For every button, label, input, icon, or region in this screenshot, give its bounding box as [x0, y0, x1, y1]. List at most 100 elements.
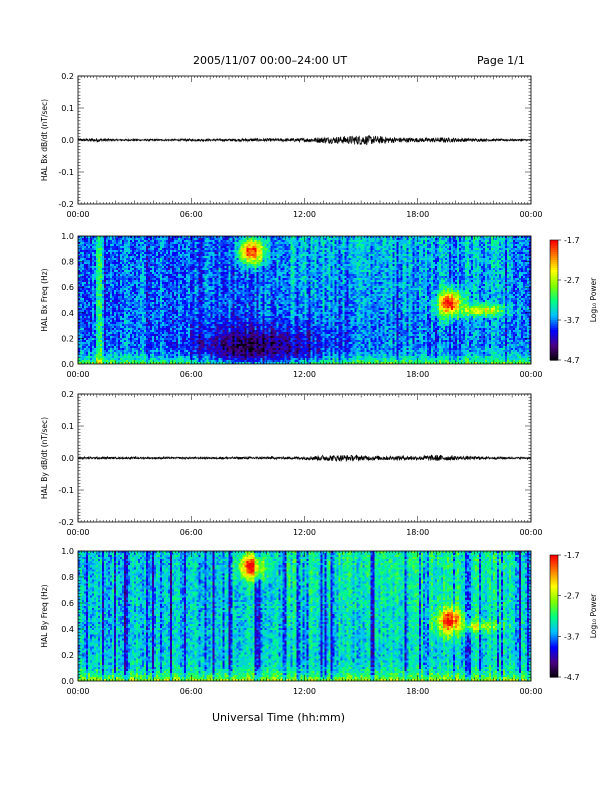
x-axis: 00:00 06:00 12:00 18:00 00:00 — [66, 394, 543, 537]
colorbar-swatch — [550, 340, 558, 343]
panel-3: 00:00 06:00 12:00 18:00 00:00 0.2 0.1 0.0 -0.1 -0… — [40, 390, 543, 537]
colorbar-swatch — [550, 569, 558, 572]
colorbar-swatch — [550, 244, 558, 247]
x-tick-label: 00:00 — [66, 687, 89, 696]
colorbar-tick-label: -1.7 — [564, 236, 580, 245]
x-axis-label: Universal Time (hh:mm) — [212, 711, 345, 724]
colorbar-swatch — [550, 624, 558, 627]
y-tick-label: 0.8 — [61, 573, 74, 582]
y-axis-label: HAL Bx dB/dt (nT/sec) — [40, 99, 49, 181]
colorbar-swatch — [550, 672, 558, 676]
colorbar-swatch — [550, 601, 558, 605]
colorbar-tick-label: -2.7 — [564, 276, 580, 285]
y-axis: 1.0 0.8 0.6 0.4 0.2 0.0 — [61, 232, 531, 369]
x-tick-label: 00:00 — [519, 210, 542, 219]
colorbar-swatch — [550, 240, 558, 243]
colorbar-tick-label: -1.7 — [564, 551, 580, 560]
colorbar-swatch — [550, 320, 558, 323]
colorbar-tick-label: -3.7 — [564, 632, 580, 641]
x-tick-label: 00:00 — [66, 210, 89, 219]
colorbar-swatch — [550, 246, 558, 249]
colorbar-swatch — [550, 268, 558, 271]
colorbar-swatch — [550, 302, 558, 305]
x-tick-label: 00:00 — [519, 687, 542, 696]
colorbar-swatch — [550, 248, 558, 251]
y-axis-label: HAL By dB/dt (nT/sec) — [40, 417, 49, 499]
colorbar-tick-label: -4.7 — [564, 356, 580, 365]
colorbar-swatch — [550, 646, 558, 650]
colorbar-swatch — [550, 278, 558, 281]
x-tick-label: 06:00 — [180, 210, 203, 219]
panel-2: -1.7 -2.7 -3.7 -4.7 Log₁₀ Power 00:00 06:00 12:… — [40, 232, 598, 379]
colorbar-swatch — [550, 662, 558, 666]
colorbar-swatch — [550, 622, 558, 625]
colorbar-tick-label: -2.7 — [564, 592, 580, 601]
series-line — [77, 135, 532, 146]
colorbar-swatch — [550, 316, 558, 319]
colorbar-swatch — [550, 587, 558, 591]
x-tick-label: 12:00 — [293, 687, 316, 696]
x-tick-label: 18:00 — [406, 528, 429, 537]
colorbar-swatch — [550, 640, 558, 644]
x-tick-label: 00:00 — [519, 528, 542, 537]
y-tick-label: 0.1 — [61, 422, 74, 431]
colorbar-swatch — [550, 660, 558, 664]
colorbar-swatch — [550, 605, 558, 609]
colorbar-swatch — [550, 324, 558, 327]
x-tick-label: 18:00 — [406, 210, 429, 219]
colorbar-swatch — [550, 630, 558, 633]
x-tick-label: 06:00 — [180, 528, 203, 537]
y-tick-label: 1.0 — [61, 547, 74, 556]
colorbar-swatch — [550, 567, 558, 570]
x-tick-label: 00:00 — [66, 370, 89, 379]
x-axis: 00:00 06:00 12:00 18:00 00:00 — [66, 551, 543, 696]
colorbar-swatch — [550, 338, 558, 341]
colorbar-swatch — [550, 270, 558, 273]
colorbar-swatch — [550, 336, 558, 339]
colorbar-swatch — [550, 350, 558, 353]
colorbar-swatch — [550, 258, 558, 261]
y-tick-label: -0.2 — [58, 518, 74, 527]
y-axis: 1.0 0.8 0.6 0.4 0.2 0.0 — [61, 547, 531, 686]
y-tick-label: 0.2 — [61, 72, 74, 81]
colorbar-swatch — [550, 272, 558, 275]
colorbar-swatch — [550, 648, 558, 652]
colorbar-swatch — [550, 344, 558, 347]
colorbar-swatch — [550, 607, 558, 611]
colorbar-swatch — [550, 264, 558, 267]
figure-title: 2005/11/07 00:00–24:00 UT — [193, 54, 348, 67]
colorbar: -1.7 -2.7 -3.7 -4.7 Log₁₀ Power — [549, 551, 598, 682]
colorbar-swatch — [550, 634, 558, 637]
spectrogram-image — [78, 551, 531, 681]
x-tick-label: 12:00 — [293, 370, 316, 379]
colorbar-swatch — [550, 650, 558, 654]
colorbar-swatch — [550, 322, 558, 325]
colorbar-swatch — [550, 256, 558, 259]
colorbar-swatch — [550, 318, 558, 321]
colorbar-swatch — [550, 276, 558, 279]
colorbar-swatch — [550, 358, 558, 361]
colorbar-swatch — [550, 670, 558, 674]
y-tick-label: 0.2 — [61, 651, 74, 660]
x-axis: 00:00 06:00 12:00 18:00 00:00 — [66, 76, 543, 219]
colorbar-swatch — [550, 348, 558, 351]
colorbar-frame — [549, 239, 559, 361]
colorbar-swatch — [550, 595, 558, 599]
colorbar-swatch — [550, 593, 558, 597]
colorbar-swatch — [550, 288, 558, 291]
colorbar-swatch — [550, 280, 558, 283]
colorbar-tick-label: -3.7 — [564, 316, 580, 325]
colorbar-swatch — [550, 559, 558, 562]
y-tick-label: 0.4 — [61, 625, 74, 634]
colorbar-swatch — [550, 290, 558, 293]
colorbar-swatch — [550, 254, 558, 257]
colorbar-swatch — [550, 252, 558, 255]
x-tick-label: 18:00 — [406, 687, 429, 696]
colorbar-swatch — [550, 597, 558, 601]
colorbar-swatch — [550, 654, 558, 658]
colorbar-swatch — [550, 260, 558, 263]
colorbar-swatch — [550, 609, 558, 613]
colorbar-swatch — [550, 300, 558, 303]
colorbar-swatch — [550, 626, 558, 629]
y-tick-label: 0.6 — [61, 283, 74, 292]
